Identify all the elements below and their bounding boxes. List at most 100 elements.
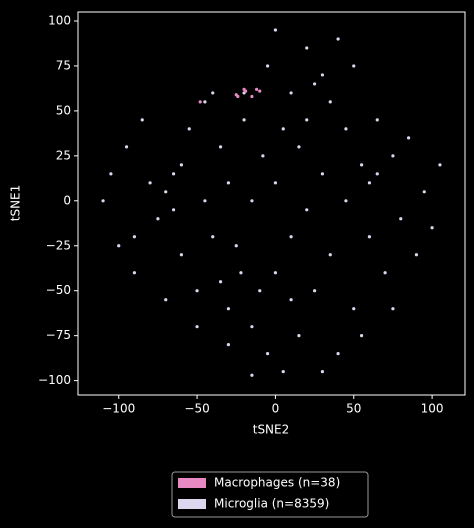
point — [297, 145, 301, 149]
point — [438, 163, 442, 167]
legend-label: Microglia (n=8359) — [214, 497, 329, 511]
point — [336, 37, 340, 41]
point — [148, 181, 152, 185]
y-tick-label: −50 — [46, 283, 71, 297]
point — [406, 136, 411, 140]
point — [422, 190, 426, 194]
point — [383, 271, 387, 275]
point — [164, 190, 168, 194]
point — [305, 46, 309, 50]
point — [211, 91, 215, 95]
point — [399, 217, 403, 221]
point — [156, 217, 160, 221]
point — [375, 118, 379, 122]
y-axis-label: tSNE1 — [9, 185, 23, 222]
point — [289, 298, 293, 302]
point — [305, 118, 309, 122]
point — [179, 253, 184, 257]
point — [234, 244, 238, 248]
point — [171, 208, 176, 212]
point — [255, 87, 259, 91]
point — [187, 127, 191, 131]
point — [258, 289, 262, 293]
point — [320, 370, 325, 374]
x-tick-label: −100 — [102, 402, 135, 416]
point — [352, 307, 356, 311]
point — [328, 253, 332, 257]
point — [414, 253, 419, 257]
point — [203, 199, 207, 203]
y-tick-label: 50 — [56, 103, 71, 117]
point — [273, 28, 278, 32]
point — [117, 244, 121, 248]
point — [320, 73, 325, 77]
point — [359, 163, 364, 167]
point — [289, 235, 293, 239]
point — [281, 370, 285, 374]
point — [195, 289, 199, 293]
point — [132, 235, 137, 239]
y-tick-label: −100 — [38, 373, 71, 387]
point — [320, 172, 325, 176]
y-tick-label: 100 — [48, 13, 71, 27]
point — [250, 94, 254, 99]
point — [344, 127, 348, 131]
point — [218, 280, 223, 284]
point — [359, 334, 364, 338]
point — [250, 199, 254, 203]
point — [218, 145, 223, 149]
point — [101, 199, 105, 203]
point — [375, 172, 379, 176]
point — [367, 235, 372, 239]
point — [140, 118, 144, 122]
point — [273, 181, 278, 185]
plot-frame — [77, 11, 466, 396]
point — [226, 343, 231, 347]
y-tick-label: −25 — [46, 238, 71, 252]
point — [273, 271, 278, 275]
legend-swatch — [178, 499, 206, 509]
x-tick-label: 0 — [272, 402, 280, 416]
point — [430, 226, 434, 230]
x-tick-label: 50 — [346, 402, 361, 416]
x-tick-label: 100 — [421, 402, 444, 416]
point — [391, 307, 395, 311]
legend-label: Macrophages (n=38) — [214, 476, 340, 490]
x-tick-label: −50 — [184, 402, 209, 416]
point — [305, 208, 309, 212]
point — [124, 145, 129, 149]
point — [132, 271, 137, 275]
point — [179, 163, 184, 167]
point — [336, 352, 340, 356]
y-tick-label: 75 — [56, 58, 71, 72]
point — [312, 82, 317, 86]
point — [289, 91, 293, 95]
point — [244, 89, 248, 93]
point — [250, 373, 254, 377]
point — [265, 352, 270, 356]
legend-swatch — [178, 478, 206, 488]
point — [226, 307, 231, 311]
point — [236, 94, 240, 99]
point — [211, 235, 215, 239]
point — [195, 325, 199, 329]
y-tick-label: 0 — [63, 193, 71, 207]
point — [164, 298, 168, 302]
point — [344, 199, 348, 203]
point — [297, 334, 301, 338]
point — [367, 181, 372, 185]
point — [265, 64, 270, 68]
point — [312, 289, 317, 293]
y-tick-label: −75 — [46, 328, 71, 342]
point — [261, 154, 265, 158]
point — [281, 127, 285, 131]
point — [239, 271, 243, 275]
point — [226, 181, 231, 185]
point — [258, 89, 262, 93]
point — [391, 154, 395, 158]
point — [109, 172, 113, 176]
legend-box — [171, 471, 369, 518]
point — [328, 100, 332, 104]
y-tick-label: 25 — [56, 148, 71, 162]
